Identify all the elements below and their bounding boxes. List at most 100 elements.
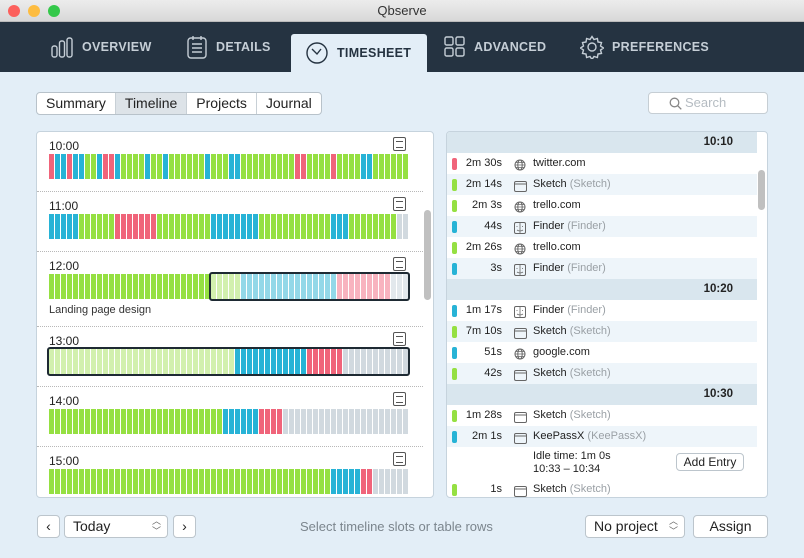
timeline-slot[interactable] <box>355 409 360 434</box>
timeline-slot[interactable] <box>127 349 132 374</box>
timeline-slot[interactable] <box>103 469 108 494</box>
timeline-slot[interactable] <box>121 274 126 299</box>
timeline-slot[interactable] <box>229 409 234 434</box>
timeline-slot[interactable] <box>247 469 252 494</box>
timeline-slot[interactable] <box>211 274 216 299</box>
timeline-slot[interactable] <box>271 274 276 299</box>
timeline-slot[interactable] <box>397 349 402 374</box>
timeline-slot[interactable] <box>349 154 354 179</box>
timeline-slot[interactable] <box>289 409 294 434</box>
timeline-slot[interactable] <box>253 274 258 299</box>
timeline-slot[interactable] <box>397 274 402 299</box>
timeline-slot[interactable] <box>199 469 204 494</box>
timeline-slot[interactable] <box>241 154 246 179</box>
timeline-slot[interactable] <box>271 469 276 494</box>
timeline-slot[interactable] <box>67 409 72 434</box>
timeline-slot[interactable] <box>181 409 186 434</box>
timeline-slot[interactable] <box>103 274 108 299</box>
timeline-slot[interactable] <box>295 154 300 179</box>
timeline-slot[interactable] <box>289 469 294 494</box>
timeline-slot[interactable] <box>205 409 210 434</box>
timeline-slot[interactable] <box>253 349 258 374</box>
timeline-slot[interactable] <box>319 349 324 374</box>
timeline-slot[interactable] <box>229 154 234 179</box>
timeline-slot[interactable] <box>283 214 288 239</box>
timeline-slot[interactable] <box>55 409 60 434</box>
timeline-slot[interactable] <box>229 214 234 239</box>
timeline-slot[interactable] <box>115 214 120 239</box>
timeline-slot[interactable] <box>295 469 300 494</box>
timeline-slot[interactable] <box>109 349 114 374</box>
timeline-slot[interactable] <box>187 274 192 299</box>
timeline-slot[interactable] <box>55 469 60 494</box>
timeline-slot[interactable] <box>73 214 78 239</box>
timeline-slot[interactable] <box>355 214 360 239</box>
timeline-slot[interactable] <box>271 349 276 374</box>
timeline-slot[interactable] <box>313 469 318 494</box>
timeline-slot[interactable] <box>199 274 204 299</box>
timeline-slot[interactable] <box>217 214 222 239</box>
timeline-slot[interactable] <box>337 469 342 494</box>
timeline-slot[interactable] <box>367 274 372 299</box>
timeline-slot[interactable] <box>55 274 60 299</box>
timeline-slot[interactable] <box>217 469 222 494</box>
timeline-slot[interactable] <box>283 349 288 374</box>
timeline-bar[interactable] <box>49 214 409 239</box>
table-row[interactable]: 2m 14s Sketch (Sketch) <box>447 174 757 195</box>
timeline-slot[interactable] <box>367 214 372 239</box>
timeline-slot[interactable] <box>67 214 72 239</box>
timeline-slot[interactable] <box>283 274 288 299</box>
timeline-slot[interactable] <box>91 274 96 299</box>
timeline-slot[interactable] <box>205 154 210 179</box>
timeline-slot[interactable] <box>163 214 168 239</box>
timeline-slot[interactable] <box>223 409 228 434</box>
timeline-slot[interactable] <box>385 214 390 239</box>
timeline-slot[interactable] <box>211 349 216 374</box>
timeline-slot[interactable] <box>247 214 252 239</box>
timeline-slot[interactable] <box>97 274 102 299</box>
timeline-slot[interactable] <box>163 349 168 374</box>
timeline-slot[interactable] <box>211 469 216 494</box>
timeline-slot[interactable] <box>325 409 330 434</box>
table-scrollbar[interactable] <box>758 170 765 210</box>
timeline-slot[interactable] <box>259 274 264 299</box>
timeline-slot[interactable] <box>199 409 204 434</box>
timeline-slot[interactable] <box>193 469 198 494</box>
view-journal[interactable]: Journal <box>265 95 312 111</box>
timeline-slot[interactable] <box>265 409 270 434</box>
timeline-slot[interactable] <box>295 274 300 299</box>
timeline-slot[interactable] <box>97 154 102 179</box>
timeline-slot[interactable] <box>265 274 270 299</box>
timeline-slot[interactable] <box>223 214 228 239</box>
timeline-slot[interactable] <box>175 154 180 179</box>
timeline-slot[interactable] <box>145 274 150 299</box>
timeline-slot[interactable] <box>253 154 258 179</box>
timeline-slot[interactable] <box>265 214 270 239</box>
timeline-slot[interactable] <box>379 274 384 299</box>
timeline-slot[interactable] <box>73 154 78 179</box>
timeline-slot[interactable] <box>373 349 378 374</box>
timeline-slot[interactable] <box>151 469 156 494</box>
timeline-slot[interactable] <box>169 214 174 239</box>
timeline-slot[interactable] <box>343 409 348 434</box>
timeline-slot[interactable] <box>79 409 84 434</box>
timeline-slot[interactable] <box>49 409 54 434</box>
timeline-slot[interactable] <box>319 214 324 239</box>
timeline-slot[interactable] <box>169 274 174 299</box>
timeline-slot[interactable] <box>85 349 90 374</box>
timeline-slot[interactable] <box>145 154 150 179</box>
timeline-slot[interactable] <box>163 274 168 299</box>
timeline-slot[interactable] <box>169 469 174 494</box>
timeline-slot[interactable] <box>139 469 144 494</box>
timeline-slot[interactable] <box>109 469 114 494</box>
timeline-slot[interactable] <box>259 409 264 434</box>
note-icon[interactable] <box>393 137 406 151</box>
timeline-slot[interactable] <box>127 469 132 494</box>
timeline-slot[interactable] <box>385 469 390 494</box>
timeline-slot[interactable] <box>199 349 204 374</box>
timeline-slot[interactable] <box>181 274 186 299</box>
timeline-slot[interactable] <box>49 469 54 494</box>
timeline-slot[interactable] <box>121 349 126 374</box>
timeline-slot[interactable] <box>49 349 54 374</box>
note-icon[interactable] <box>393 452 406 466</box>
